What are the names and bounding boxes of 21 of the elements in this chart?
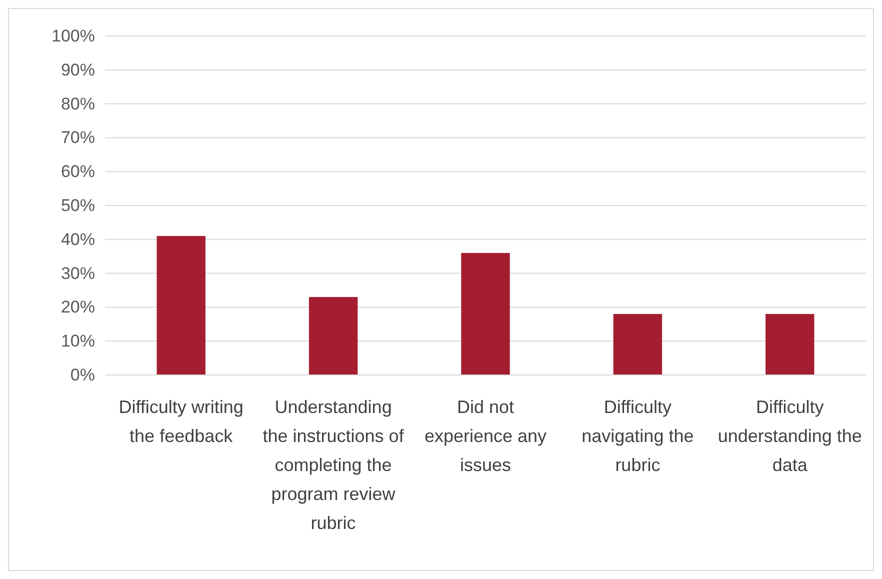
y-tick-label: 90%	[60, 60, 95, 80]
x-tick-label: Difficulty understanding the data	[718, 397, 862, 475]
y-tick-label: 10%	[60, 332, 95, 351]
bar	[308, 297, 358, 375]
x-tick-label: Did not experience any issues	[424, 397, 547, 475]
y-tick-label: 30%	[60, 264, 95, 283]
y-tick-label: 100%	[52, 26, 95, 46]
y-tick-label: 70%	[60, 128, 95, 148]
y-tick-label: 20%	[60, 298, 95, 317]
x-tick-label: Difficulty writing the feedback	[118, 397, 244, 446]
y-tick-label: 60%	[60, 162, 95, 182]
bar	[613, 314, 662, 375]
bar	[766, 314, 814, 375]
y-tick-label: 0%	[70, 365, 95, 384]
bar	[461, 252, 510, 375]
y-tick-label: 40%	[60, 230, 95, 249]
bar	[156, 236, 206, 375]
x-tick-label: Understanding the instructions of completing the program review rubric	[262, 397, 405, 533]
y-tick-label: 50%	[60, 196, 95, 215]
x-tick-label: Difficulty navigating the rubric	[582, 397, 694, 475]
y-tick-label: 80%	[60, 94, 95, 114]
